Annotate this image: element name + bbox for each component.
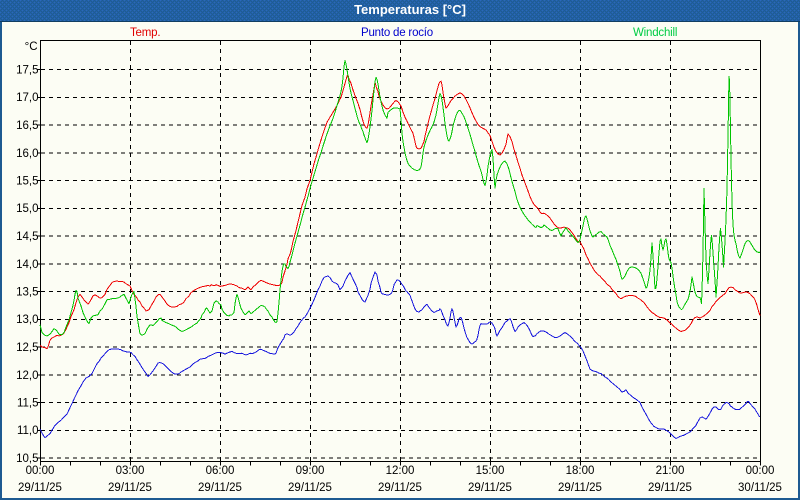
svg-text:00:00: 00:00 <box>746 465 775 477</box>
svg-text:21:00: 21:00 <box>656 465 685 477</box>
svg-text:06:00: 06:00 <box>206 465 235 477</box>
svg-text:30/11/25: 30/11/25 <box>738 482 782 494</box>
svg-text:12,0: 12,0 <box>16 370 38 382</box>
svg-text:12:00: 12:00 <box>386 465 415 477</box>
svg-text:29/11/25: 29/11/25 <box>108 482 152 494</box>
svg-text:29/11/25: 29/11/25 <box>198 482 242 494</box>
svg-text:17,0: 17,0 <box>16 92 38 104</box>
svg-text:03:00: 03:00 <box>116 465 145 477</box>
svg-text:16,5: 16,5 <box>16 120 38 132</box>
svg-text:11,0: 11,0 <box>17 425 39 437</box>
svg-text:29/11/25: 29/11/25 <box>18 482 62 494</box>
svg-text:14,5: 14,5 <box>16 231 38 243</box>
svg-text:29/11/25: 29/11/25 <box>378 482 422 494</box>
svg-text:12,5: 12,5 <box>16 342 38 354</box>
svg-text:10,5: 10,5 <box>16 453 38 465</box>
svg-text:°C: °C <box>25 41 38 53</box>
svg-text:13,5: 13,5 <box>16 287 38 299</box>
svg-text:15,5: 15,5 <box>16 176 38 188</box>
svg-text:09:00: 09:00 <box>296 465 325 477</box>
svg-text:18:00: 18:00 <box>566 465 595 477</box>
svg-text:15:00: 15:00 <box>476 465 505 477</box>
svg-text:16,0: 16,0 <box>16 148 38 160</box>
svg-text:13,0: 13,0 <box>16 314 38 326</box>
svg-text:14,0: 14,0 <box>16 259 38 271</box>
svg-text:29/11/25: 29/11/25 <box>288 482 332 494</box>
svg-text:29/11/25: 29/11/25 <box>558 482 602 494</box>
svg-text:11,5: 11,5 <box>17 398 39 410</box>
svg-text:00:00: 00:00 <box>26 465 55 477</box>
svg-text:15,0: 15,0 <box>16 203 38 215</box>
svg-text:17,5: 17,5 <box>16 65 38 77</box>
svg-text:29/11/25: 29/11/25 <box>648 482 692 494</box>
svg-text:29/11/25: 29/11/25 <box>468 482 512 494</box>
